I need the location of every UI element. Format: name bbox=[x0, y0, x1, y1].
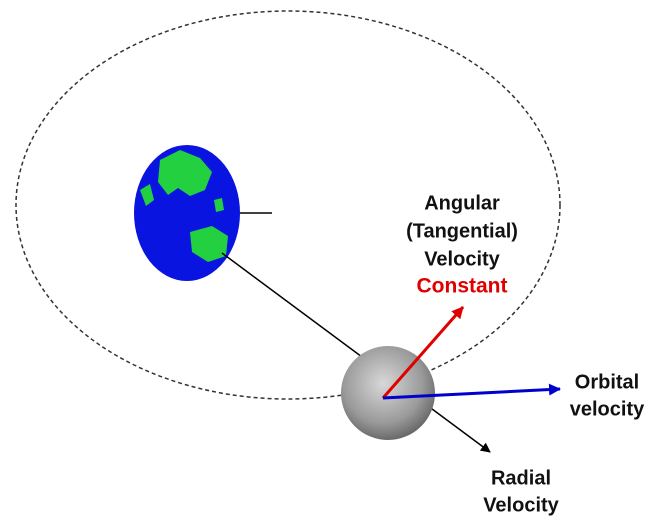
label: Velocity bbox=[483, 494, 559, 516]
label: Radial bbox=[491, 467, 551, 489]
earth bbox=[134, 145, 240, 281]
diagram: Angular (Tangential) Velocity Constant O… bbox=[0, 0, 657, 517]
label: velocity bbox=[570, 398, 645, 420]
label: Constant bbox=[417, 275, 508, 298]
label: Angular bbox=[424, 192, 500, 214]
label: (Tangential) bbox=[406, 220, 518, 242]
label: Orbital bbox=[575, 371, 639, 393]
label: Velocity bbox=[424, 248, 500, 270]
